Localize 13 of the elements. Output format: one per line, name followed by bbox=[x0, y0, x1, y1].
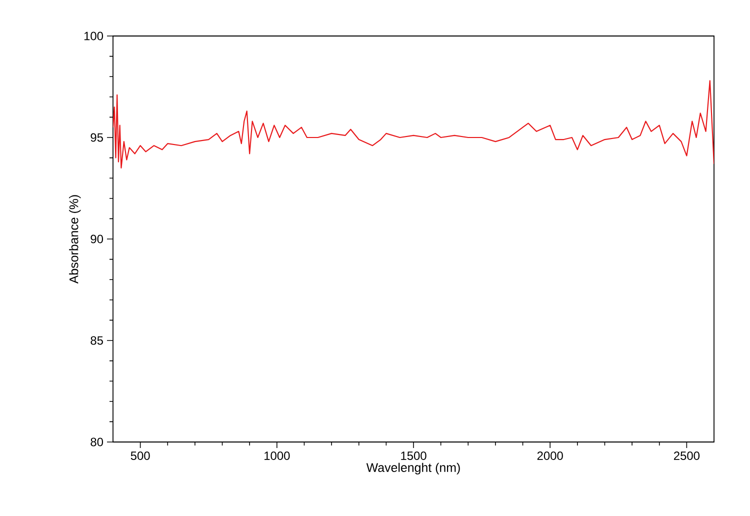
y-axis-title: Absorbance (%) bbox=[69, 195, 81, 284]
y-tick-label: 90 bbox=[90, 234, 104, 244]
y-tick-label: 95 bbox=[90, 133, 103, 142]
x-tick-label: 1000 bbox=[264, 452, 290, 460]
x-tick-label: 2000 bbox=[537, 452, 563, 460]
y-tick-label: 85 bbox=[90, 336, 103, 345]
x-tick-label: 1500 bbox=[401, 452, 426, 460]
y-tick-label: 100 bbox=[84, 32, 104, 40]
y-tick-label: 80 bbox=[90, 438, 104, 446]
x-axis-title: Wavelenght (nm) bbox=[366, 462, 460, 474]
x-tick-label: 2500 bbox=[674, 452, 700, 460]
line-series bbox=[113, 80, 714, 168]
x-tick-label: 500 bbox=[130, 452, 150, 460]
